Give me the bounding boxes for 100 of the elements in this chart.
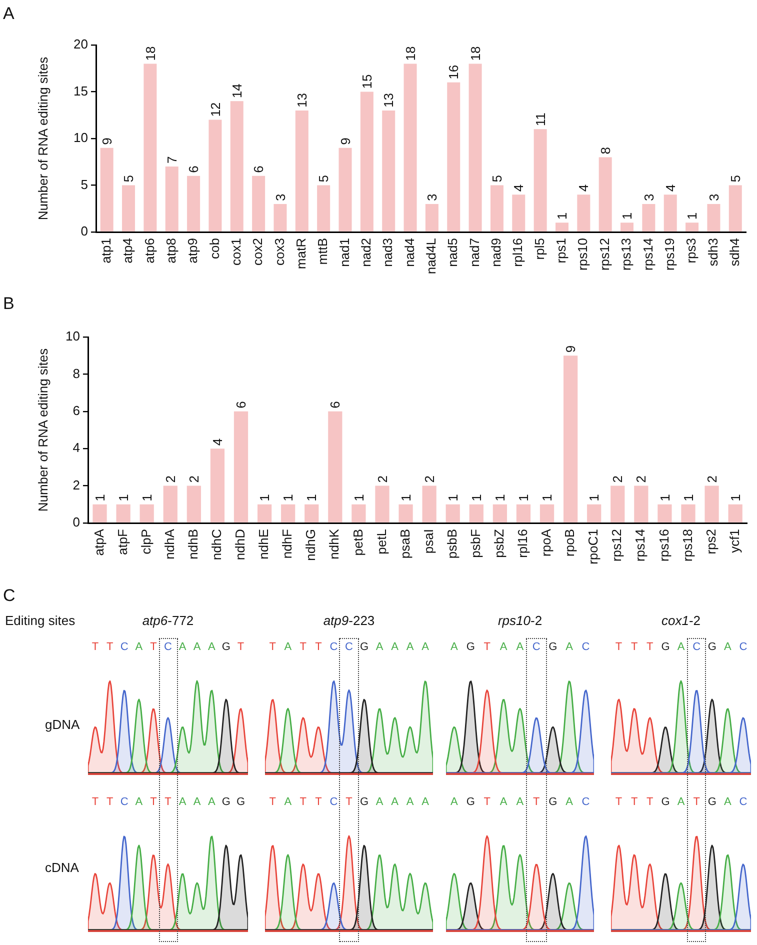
x-tick-label: rps14 [640, 238, 656, 271]
bar [210, 448, 225, 522]
bar [707, 204, 720, 232]
bar [540, 504, 554, 522]
bar [686, 222, 699, 232]
x-tick-label: rpoB [562, 529, 578, 556]
bar [116, 504, 130, 522]
text: T T C A T T A A A G G [92, 796, 246, 808]
x-tick-label: mttB [315, 238, 330, 265]
bar [728, 504, 742, 522]
data-label: 2 [186, 476, 202, 483]
data-label: 12 [208, 102, 223, 117]
bar [512, 194, 526, 232]
data-label: 1 [351, 494, 366, 502]
x-tick-label: rps14 [632, 529, 648, 562]
x-tick-label: nad2 [358, 238, 374, 267]
bar [469, 504, 484, 522]
data-label: 1 [304, 494, 320, 502]
data-label: 4 [662, 184, 678, 192]
bar [610, 486, 625, 522]
category-label: rps10-2 [496, 613, 544, 628]
data-label: 3 [424, 194, 440, 201]
bar [92, 504, 107, 522]
x-tick-label: cox3 [272, 238, 287, 266]
chart-title: A [3, 4, 14, 24]
bar [122, 185, 136, 232]
data-label: 1 [280, 494, 296, 502]
x-tick-label: ndhA [162, 528, 177, 560]
data-label: 1 [684, 212, 700, 220]
x-tick-label: rpoA [538, 528, 554, 556]
bar [598, 157, 612, 232]
data-label: 1 [116, 494, 131, 502]
category-label: cox1-2 [660, 613, 702, 628]
data-label: 5 [728, 175, 743, 182]
bar [230, 101, 244, 232]
bar [281, 504, 296, 522]
data-label: 18 [402, 46, 418, 61]
data-label: 1 [257, 494, 272, 502]
data-label: 11 [532, 112, 548, 126]
data-label: 9 [338, 138, 353, 145]
bar [187, 176, 200, 232]
x-tick-label: psaB [397, 529, 412, 559]
category-label: cDNA [45, 860, 79, 875]
bar [658, 504, 672, 522]
x-tick-label: rps1 [554, 238, 569, 264]
x-tick-label: rps16 [656, 529, 672, 562]
data-label: 1 [92, 494, 108, 502]
bar [352, 504, 366, 522]
y-tick-label: 4 [72, 440, 80, 456]
data-label: 18 [468, 46, 483, 61]
bar [404, 64, 417, 232]
bar [664, 194, 677, 232]
x-tick-label: rpl5 [532, 238, 547, 260]
data-label: 5 [121, 175, 136, 182]
data-label: 14 [229, 84, 244, 98]
x-tick-label: atp9 [185, 238, 200, 264]
x-tick-label: rpl16 [515, 529, 530, 558]
bar [516, 504, 531, 522]
data-label: 9 [563, 345, 578, 353]
bar [577, 194, 590, 232]
bar [304, 504, 319, 522]
chart-title: B [3, 294, 14, 314]
text: A G T A A T G A C [450, 796, 590, 808]
bar [704, 486, 719, 522]
y-axis-title: Number of RNA editing sites [35, 56, 50, 220]
bar [422, 486, 436, 522]
x-tick-label: rpl16 [510, 238, 526, 267]
data-label: 6 [251, 166, 266, 173]
x-tick-label: cox2 [250, 238, 266, 266]
data-label: 6 [186, 166, 202, 173]
x-tick-label: rps2 [703, 529, 718, 554]
data-label: 5 [490, 175, 505, 182]
x-tick-label: rps10 [575, 238, 590, 271]
data-label: 1 [728, 494, 743, 502]
data-label: 1 [139, 494, 154, 502]
data-label: 1 [586, 494, 602, 502]
y-tick-label: 10 [74, 130, 88, 146]
y-tick-label: 8 [72, 366, 80, 381]
bar [208, 120, 222, 232]
x-tick-label: nad1 [336, 238, 352, 267]
data-label: 2 [422, 476, 437, 483]
bar [587, 504, 602, 522]
x-tick-label: ndhK [326, 528, 342, 560]
bar [295, 110, 308, 232]
text: Editing sites [5, 613, 76, 628]
bar [468, 64, 482, 232]
data-label: 5 [316, 175, 332, 182]
data-label: 1 [398, 494, 414, 502]
bar [382, 110, 396, 232]
x-tick-label: rps12 [596, 238, 612, 271]
data-label: 1 [516, 494, 532, 502]
x-tick-label: nad7 [466, 238, 482, 267]
bar [620, 222, 634, 232]
x-tick-label: psbZ [492, 528, 507, 558]
x-tick-label: sdh3 [705, 238, 720, 266]
data-label: 1 [540, 494, 555, 502]
data-label: 4 [511, 184, 526, 192]
data-label: 1 [492, 494, 508, 502]
x-tick-label: nad3 [380, 238, 396, 267]
x-tick-label: psbB [444, 529, 460, 559]
